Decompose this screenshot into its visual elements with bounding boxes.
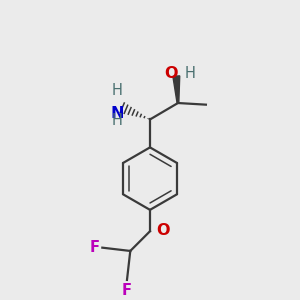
Text: O: O (156, 223, 170, 238)
Text: F: F (90, 240, 100, 255)
Text: O: O (164, 66, 178, 81)
Text: H: H (112, 113, 123, 128)
Text: H: H (112, 83, 123, 98)
Text: F: F (122, 283, 132, 298)
Text: H: H (185, 66, 196, 81)
Text: N: N (111, 106, 124, 121)
Polygon shape (173, 76, 180, 103)
